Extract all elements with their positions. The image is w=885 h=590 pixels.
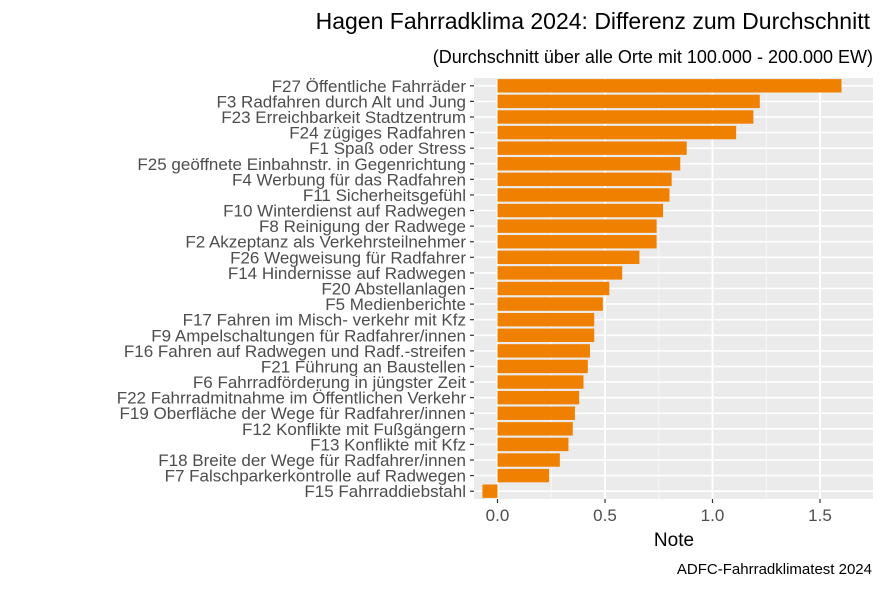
category-label: F5 Medienberichte [325, 295, 466, 314]
category-label: F10 Winterdienst auf Radwegen [223, 202, 466, 221]
category-label: F22 Fahrradmitnahme im Öffentlichen Verk… [117, 389, 467, 408]
category-label: F20 Abstellanlagen [321, 280, 466, 299]
bar [497, 188, 670, 202]
category-label: F12 Konflikte mit Fußgängern [242, 420, 466, 439]
bar [497, 266, 623, 280]
bar [497, 94, 760, 109]
category-label: F13 Konflikte mit Kfz [310, 435, 466, 454]
bar [497, 125, 737, 140]
bar [497, 172, 672, 187]
x-axis-title: Note [654, 530, 694, 551]
bar [497, 390, 580, 405]
x-axis-ticks: 0.0 0.5 1.0 1.5 [486, 499, 832, 525]
chart-caption: ADFC-Fahrradklimatest 2024 [677, 561, 872, 578]
category-label: F17 Fahren im Misch- verkehr mit Kfz [183, 311, 466, 330]
bar [497, 375, 584, 389]
bar [497, 312, 595, 327]
category-label: F1 Spaß oder Stress [309, 139, 466, 158]
chart-subtitle: (Durchschnitt über alle Orte mit 100.000… [433, 47, 873, 67]
bar [497, 468, 550, 483]
category-label: F11 Sicherheitsgefühl [303, 186, 466, 205]
bar [497, 79, 842, 93]
category-label: F2 Akzeptanz als Verkehrsteilnehmer [185, 233, 466, 252]
chart-title: Hagen Fahrradklima 2024: Differenz zum D… [316, 8, 871, 34]
x-tick-label: 1.5 [808, 506, 832, 525]
bar [497, 406, 575, 420]
category-label: F3 Radfahren durch Alt und Jung [217, 92, 467, 111]
category-label: F24 zügiges Radfahren [289, 124, 466, 143]
category-label: F25 geöffnete Einbahnstr. in Gegenrichtu… [137, 155, 466, 174]
bar [497, 328, 595, 342]
bar [497, 250, 640, 265]
category-label: F6 Fahrradförderung in jüngster Zeit [193, 373, 466, 392]
bar [497, 437, 569, 452]
category-label: F9 Ampelschaltungen für Radfahrer/innen [151, 326, 466, 345]
category-label: F19 Oberfläche der Wege für Radfahrer/in… [120, 404, 467, 423]
bar [497, 344, 590, 358]
bar [497, 203, 664, 218]
category-label: F23 Erreichbarkeit Stadtzentrum [221, 108, 466, 127]
category-label: F14 Hindernisse auf Radwegen [228, 264, 466, 283]
category-label: F16 Fahren auf Radwegen und Radf.-streif… [124, 342, 466, 361]
category-label: F18 Breite der Wege für Radfahrer/innen [158, 451, 466, 470]
bar [497, 110, 754, 124]
category-label: F8 Reinigung der Radwege [259, 217, 466, 236]
bar [497, 141, 687, 155]
x-tick-label: 0.5 [593, 506, 617, 525]
bar [482, 484, 498, 498]
bar [497, 157, 681, 171]
category-label: F27 Öffentliche Fahrräder [272, 77, 467, 96]
x-tick-label: 0.0 [486, 506, 510, 525]
bars [482, 79, 842, 498]
category-label: F21 Führung an Baustellen [261, 357, 466, 376]
x-tick-label: 1.0 [701, 506, 725, 525]
bar [497, 297, 603, 311]
bar [497, 219, 657, 233]
bar [497, 422, 573, 436]
bar [497, 359, 588, 374]
category-label: F26 Wegweisung für Radfahrer [230, 248, 466, 267]
bar [497, 281, 610, 296]
category-label: F4 Werbung für das Radfahren [232, 170, 466, 189]
bar [497, 235, 657, 249]
category-label: F7 Falschparkerkontrolle auf Radwegen [165, 467, 466, 486]
bar [497, 453, 560, 467]
category-label: F15 Fahrraddiebstahl [304, 482, 466, 501]
